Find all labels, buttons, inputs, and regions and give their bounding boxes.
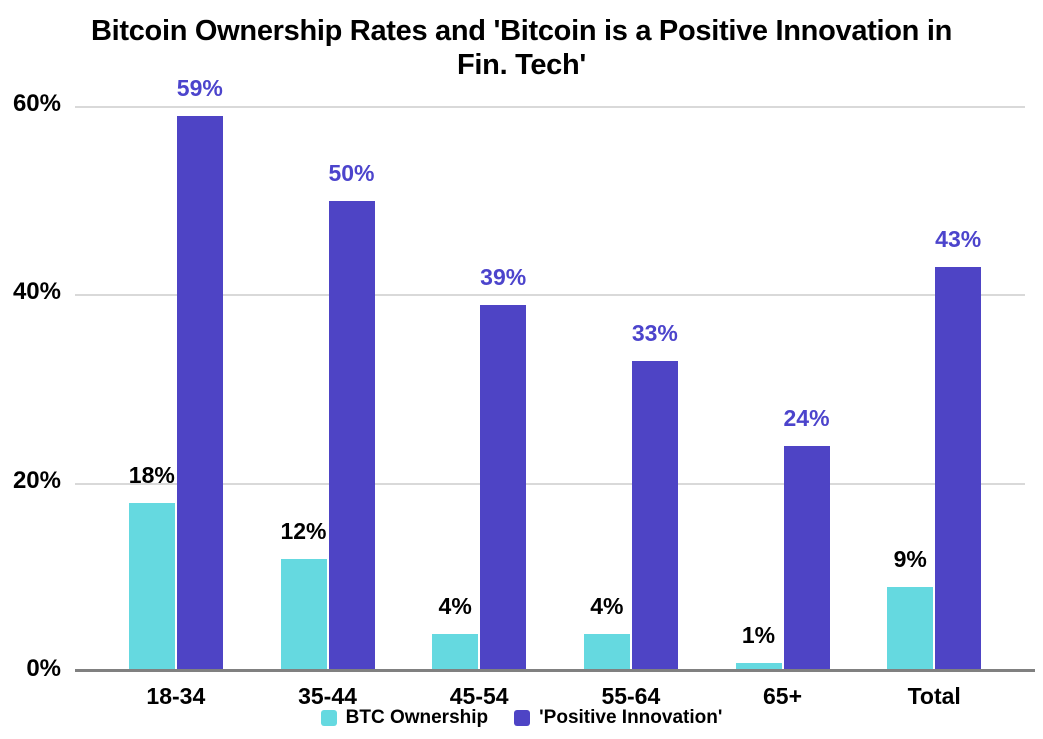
bar-positive-innovation-18-34 <box>176 116 223 672</box>
legend-item-positive-innovation: 'Positive Innovation' <box>514 707 722 729</box>
barwrap-positive-innovation-total: 43% <box>935 226 982 672</box>
bar-pair-18-34: 18% 59% <box>128 75 223 672</box>
x-axis-label-65: 65+ <box>763 683 803 709</box>
value-label-positive-innovation-65: 24% <box>783 405 830 431</box>
bar-positive-innovation-45-54 <box>480 304 527 672</box>
barwrap-btc-ownership-18-34: 18% <box>128 462 175 672</box>
value-label-positive-innovation-total: 43% <box>935 226 982 253</box>
barwrap-positive-innovation-45-54: 39% <box>480 264 527 672</box>
legend-swatch-positive-innovation <box>514 710 531 726</box>
barwrap-positive-innovation-65: 24% <box>783 405 830 672</box>
bar-btc-ownership-18-34 <box>128 502 175 672</box>
barwrap-btc-ownership-total: 9% <box>887 546 934 672</box>
bar-groups: 18% 59% 18-34 12% 50% 35-44 4% 39% 45-54 4% 33% 55-… <box>100 75 1010 709</box>
barwrap-btc-ownership-65: 1% <box>735 622 782 672</box>
bar-btc-ownership-65 <box>735 662 782 672</box>
bar-btc-ownership-45-54 <box>432 634 479 672</box>
value-label-positive-innovation-55-64: 33% <box>631 320 678 347</box>
legend-item-btc-ownership: BTC Ownership <box>320 707 489 729</box>
barwrap-btc-ownership-55-64: 4% <box>583 593 630 672</box>
bar-group-45-54: 4% 39% 45-54 <box>403 107 555 709</box>
bar-pair-55-64: 4% 33% <box>583 320 678 672</box>
bar-pair-45-54: 4% 39% <box>432 264 527 672</box>
chart-title: Bitcoin Ownership Rates and 'Bitcoin is … <box>0 14 1043 82</box>
bar-group-total: 9% 43% Total <box>858 107 1010 709</box>
bar-pair-65: 1% 24% <box>735 405 830 672</box>
barwrap-btc-ownership-35-44: 12% <box>280 518 327 672</box>
value-label-btc-ownership-55-64: 4% <box>590 593 624 620</box>
y-axis-tick-label-40: 40% <box>12 278 61 306</box>
bar-pair-total: 9% 43% <box>887 226 982 672</box>
bar-positive-innovation-55-64 <box>631 361 678 672</box>
legend-swatch-btc-ownership <box>320 710 337 726</box>
x-axis-label-total: Total <box>907 683 961 709</box>
x-axis-label-55-64: 55-64 <box>601 683 661 709</box>
bar-btc-ownership-55-64 <box>583 634 630 672</box>
bar-pair-35-44: 12% 50% <box>280 160 375 672</box>
value-label-positive-innovation-35-44: 50% <box>328 160 375 187</box>
chart-title-line-2: Fin. Tech' <box>456 49 587 81</box>
legend-label-btc-ownership: BTC Ownership <box>345 707 489 728</box>
barwrap-btc-ownership-45-54: 4% <box>432 593 479 672</box>
barwrap-positive-innovation-18-34: 59% <box>176 75 223 672</box>
x-axis-label-35-44: 35-44 <box>298 683 357 709</box>
y-axis-tick-label-20: 20% <box>12 466 61 494</box>
bar-group-55-64: 4% 33% 55-64 <box>555 107 707 709</box>
value-label-btc-ownership-35-44: 12% <box>280 518 327 544</box>
y-axis-tick-label-60: 60% <box>12 90 61 117</box>
legend-label-positive-innovation: 'Positive Innovation' <box>539 707 723 728</box>
legend: BTC Ownership 'Positive Innovation' <box>0 707 1043 729</box>
x-axis-label-18-34: 18-34 <box>146 683 206 709</box>
gridline-60 <box>75 106 1025 108</box>
gridline-40 <box>75 294 1025 297</box>
value-label-btc-ownership-total: 9% <box>893 546 927 573</box>
value-label-positive-innovation-45-54: 39% <box>480 263 527 290</box>
value-label-btc-ownership-18-34: 18% <box>128 461 175 488</box>
bar-positive-innovation-65 <box>783 446 830 672</box>
bar-group-18-34: 18% 59% 18-34 <box>100 75 252 709</box>
bar-positive-innovation-total <box>935 267 982 672</box>
bar-positive-innovation-35-44 <box>328 201 375 672</box>
bar-btc-ownership-35-44 <box>280 559 327 672</box>
value-label-btc-ownership-45-54: 4% <box>438 593 472 620</box>
chart-title-line-1: Bitcoin Ownership Rates and 'Bitcoin is … <box>90 15 953 47</box>
bar-btc-ownership-total <box>887 587 934 672</box>
plot-area: 18% 59% 18-34 12% 50% 35-44 4% 39% 45-54 4% 33% 55-… <box>13 75 1035 709</box>
barwrap-positive-innovation-55-64: 33% <box>631 320 678 672</box>
bar-group-65: 1% 24% 65+ <box>707 107 859 709</box>
gridline-20 <box>75 482 1025 485</box>
value-label-positive-innovation-18-34: 59% <box>176 75 223 102</box>
value-label-btc-ownership-65: 1% <box>741 621 776 648</box>
x-axis-line <box>75 669 1035 672</box>
bar-group-35-44: 12% 50% 35-44 <box>252 107 404 709</box>
x-axis-label-45-54: 45-54 <box>449 683 509 709</box>
y-axis-tick-label-0: 0% <box>26 655 61 682</box>
barwrap-positive-innovation-35-44: 50% <box>328 160 375 672</box>
